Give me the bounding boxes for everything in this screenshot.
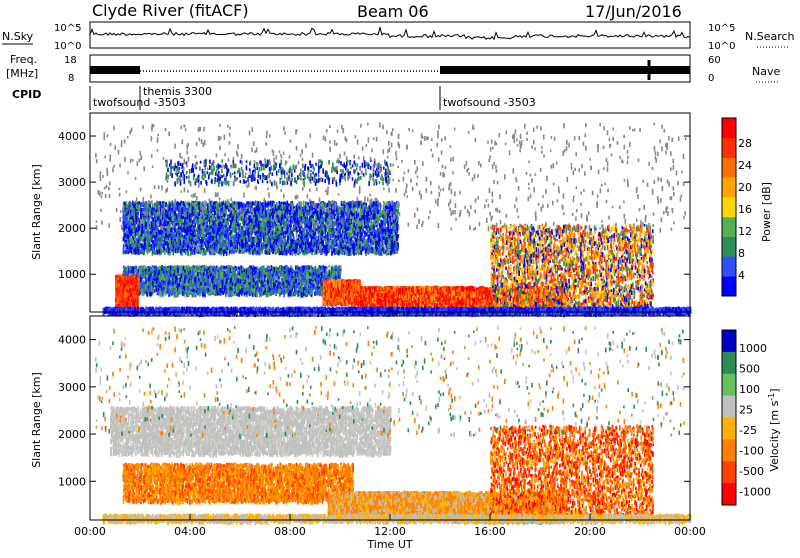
radar-figure: Clyde River (fitACF) Beam 06 17/Jun/2016… <box>0 0 800 554</box>
freq-panel: Freq. [MHz] 18 8 Nave 60 0 <box>6 53 780 84</box>
nsearch-tick-top: 10^5 <box>708 23 735 34</box>
nsky-tick-top: 10^5 <box>54 23 81 34</box>
freq-marker <box>648 60 651 80</box>
freq-band-1 <box>90 66 140 74</box>
nave-tick-top: 60 <box>708 55 721 66</box>
nsky-line <box>90 28 690 40</box>
freq-band-2 <box>440 66 690 74</box>
power-heatmap <box>95 122 691 317</box>
nsky-panel: N.Sky 10^5 10^0 N.Search 10^5 10^0 <box>2 22 795 52</box>
nsky-tick-bottom: 10^0 <box>54 41 81 52</box>
cpid-label: CPID <box>12 88 41 101</box>
nsky-label: N.Sky <box>2 30 34 43</box>
cpid-segment-3: twofsound -3503 <box>443 96 536 109</box>
nsky-trace <box>90 28 690 40</box>
date-title: 17/Jun/2016 <box>585 2 682 21</box>
station-title: Clyde River (fitACF) <box>92 1 249 20</box>
cpid-segment-2: themis 3300 <box>143 85 212 98</box>
beam-title: Beam 06 <box>357 2 429 21</box>
freq-unit: [MHz] <box>6 67 38 80</box>
nave-label: Nave <box>752 65 780 78</box>
freq-tick-top: 18 <box>64 55 77 66</box>
nsearch-label: N.Search <box>745 30 795 43</box>
nave-tick-bottom: 0 <box>708 73 714 84</box>
freq-trace <box>90 60 690 80</box>
nsearch-tick-bottom: 10^0 <box>708 41 735 52</box>
cpid-panel: CPID twofsound -3503 themis 3300 twofsou… <box>12 85 536 110</box>
freq-tick-bottom: 8 <box>68 73 74 84</box>
freq-label: Freq. <box>10 53 37 66</box>
